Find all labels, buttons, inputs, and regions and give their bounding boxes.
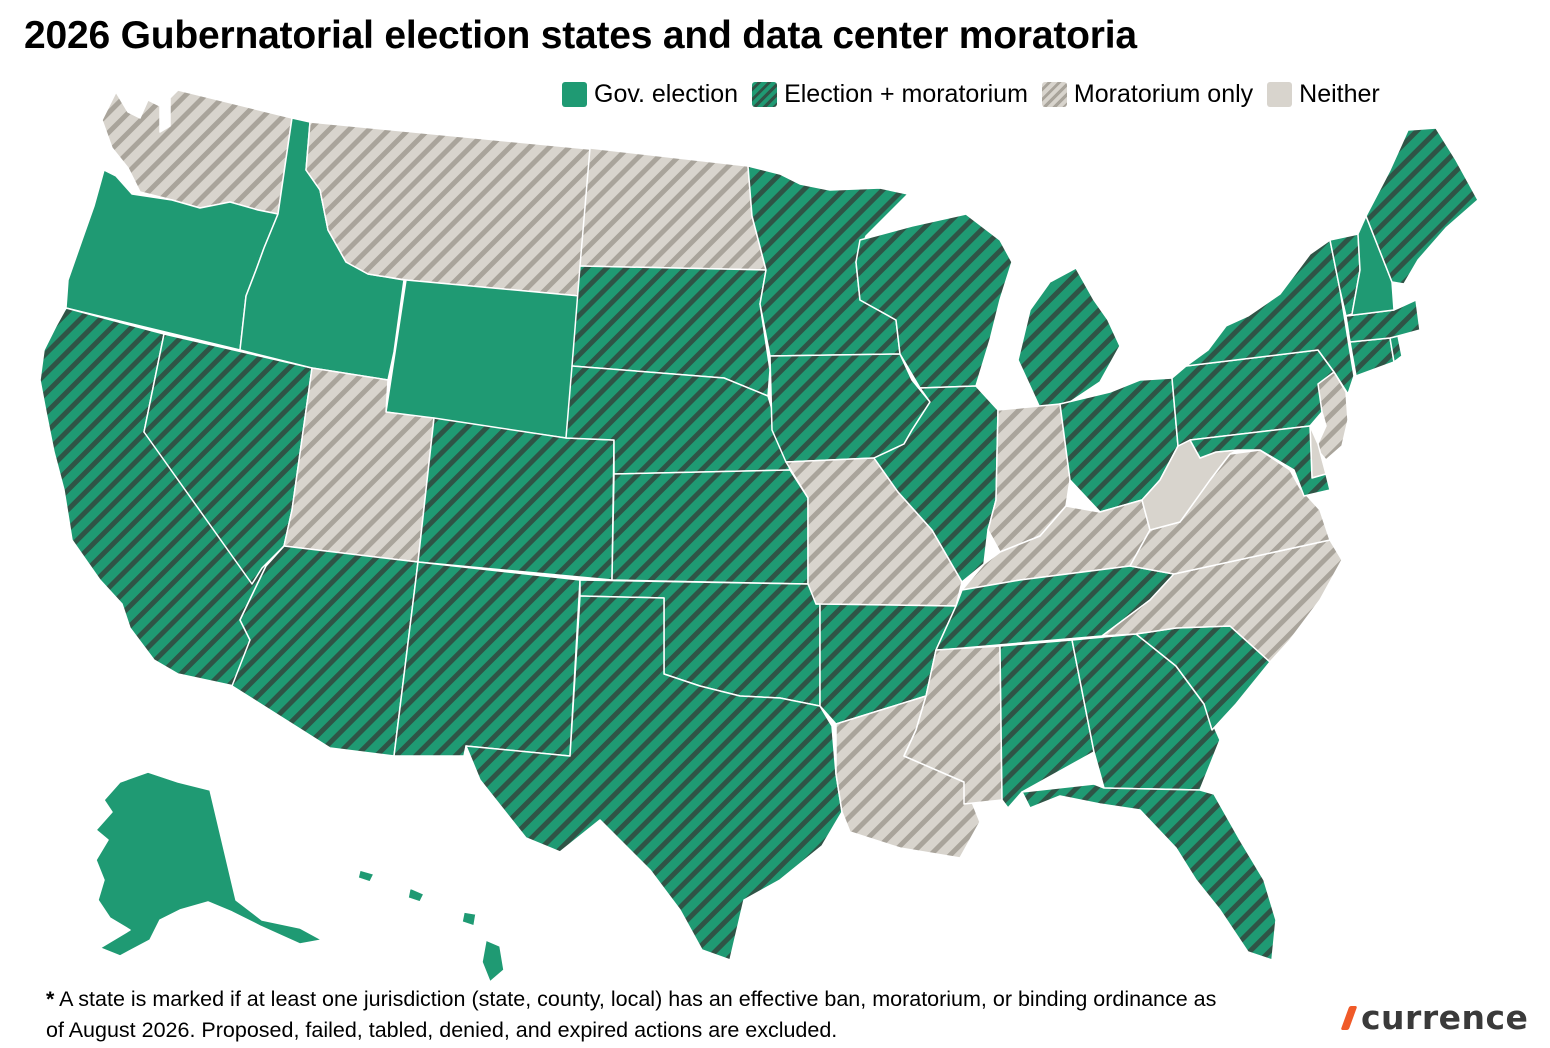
state-tx <box>465 595 843 961</box>
legend-item-neither: Neither <box>1267 80 1380 109</box>
legend-item-gov-election: Gov. election <box>562 80 738 109</box>
state-co <box>417 417 615 581</box>
state-ak <box>95 771 323 957</box>
legend-label-election-moratorium: Election + moratorium <box>784 80 1028 108</box>
state-me <box>1365 127 1479 285</box>
legend-swatch-gov-election <box>562 82 587 107</box>
legend-item-election-moratorium: Election + moratorium <box>752 80 1028 109</box>
brand-logo: currence <box>1340 998 1529 1037</box>
state-wi <box>855 213 1013 389</box>
state-wy <box>385 279 581 439</box>
state-nm <box>393 561 581 757</box>
state-fl <box>1021 783 1277 961</box>
map-title: 2026 Gubernatorial election states and d… <box>24 14 1137 57</box>
state-az <box>231 545 419 757</box>
state-nc <box>1101 539 1343 663</box>
state-mi <box>1017 267 1121 409</box>
footnote-marker: * <box>46 987 55 1011</box>
legend-swatch-election-moratorium <box>752 82 778 107</box>
legend-swatch-neither <box>1267 82 1293 107</box>
legend-item-moratorium-only: Moratorium only <box>1041 80 1254 109</box>
state-ct <box>1349 337 1395 377</box>
state-md <box>1189 425 1331 497</box>
footnote: * A state is marked if at least one juri… <box>46 984 1236 1046</box>
brand-name: currence <box>1361 998 1529 1037</box>
state-nj <box>1315 371 1349 461</box>
state-ma <box>1345 299 1421 343</box>
legend-label-moratorium-only: Moratorium only <box>1073 80 1254 108</box>
legend-label-gov-election: Gov. election <box>594 80 739 108</box>
state-ks <box>611 469 809 585</box>
legend-label-neither: Neither <box>1299 80 1380 108</box>
state-hi <box>357 869 505 983</box>
legend-swatch-moratorium-only <box>1041 82 1067 107</box>
states-layer <box>39 89 1479 983</box>
map-legend: Gov. election Election + moratorium Mora… <box>562 80 1380 109</box>
state-nd <box>579 147 767 271</box>
footnote-text: A state is marked if at least one jurisd… <box>46 987 1217 1042</box>
